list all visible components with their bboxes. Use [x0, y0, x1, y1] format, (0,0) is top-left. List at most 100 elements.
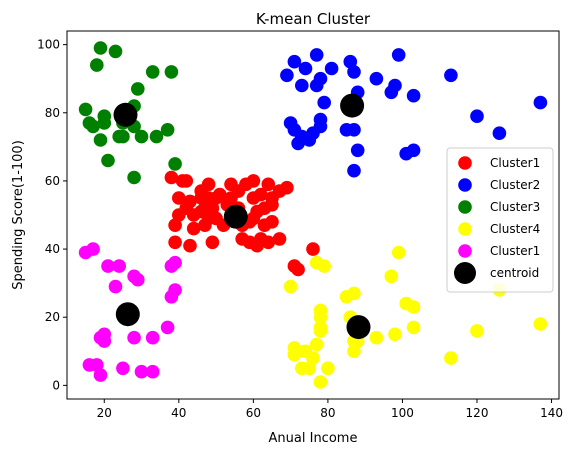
data-point-series-3: [306, 351, 320, 365]
data-point-series-1: [350, 143, 365, 158]
data-point-series-2: [108, 44, 123, 59]
x-axis-label: Anual Income: [269, 431, 358, 446]
data-point-series-3: [406, 300, 421, 314]
legend-entry: Cluster1: [490, 244, 540, 258]
data-point-series-2: [160, 123, 175, 137]
centroid-point: [346, 315, 371, 340]
data-point-series-2: [97, 109, 112, 123]
plot-frame: [66, 30, 560, 400]
legend-entry: Cluster3: [490, 200, 540, 214]
data-point-series-1: [287, 54, 302, 69]
data-point-series-4: [101, 259, 115, 273]
legend-marker: [458, 200, 472, 214]
data-point-series-1: [470, 109, 484, 123]
data-point-series-1: [317, 95, 332, 110]
data-point-series-1: [369, 71, 384, 86]
data-point-series-4: [108, 279, 123, 294]
data-point-series-1: [533, 95, 548, 110]
data-point-series-2: [131, 82, 145, 96]
y-tick-label: 60: [45, 174, 60, 188]
data-point-series-2: [93, 41, 108, 55]
data-point-series-0: [179, 174, 194, 188]
data-point-series-4: [97, 334, 112, 348]
legend-box: [446, 147, 554, 293]
data-point-series-4: [168, 255, 182, 270]
chart-title: K-mean Cluster: [256, 10, 371, 28]
data-point-series-0: [183, 238, 197, 253]
data-point-series-0: [201, 177, 216, 192]
data-point-series-1: [391, 48, 406, 62]
data-point-series-4: [93, 368, 108, 382]
data-point-series-0: [306, 242, 320, 256]
data-point-series-4: [145, 330, 160, 345]
x-tick-label: 60: [246, 406, 261, 420]
legend-marker: [454, 262, 476, 284]
y-tick-label: 20: [45, 310, 60, 324]
x-tick-label: 140: [540, 406, 563, 420]
x-tick-label: 20: [97, 406, 112, 420]
data-point-series-2: [168, 157, 182, 171]
data-point-series-1: [298, 61, 313, 76]
data-point-series-3: [283, 279, 298, 294]
data-point-series-3: [391, 245, 406, 260]
data-point-series-0: [253, 187, 268, 202]
legend-marker: [458, 244, 472, 258]
data-point-series-0: [261, 235, 276, 250]
legend-entry: Cluster4: [490, 222, 540, 236]
data-point-series-2: [101, 153, 115, 168]
x-tick-label: 100: [391, 406, 414, 420]
data-point-series-0: [205, 235, 220, 250]
data-point-series-3: [347, 286, 361, 301]
data-point-series-1: [347, 123, 361, 137]
y-tick-label: 80: [45, 106, 60, 120]
x-tick-label: 120: [466, 406, 489, 420]
data-point-series-1: [347, 163, 361, 178]
data-point-series-1: [280, 68, 294, 83]
data-point-series-1: [343, 54, 358, 69]
data-point-series-2: [90, 58, 104, 72]
data-point-series-1: [444, 68, 458, 83]
data-point-series-0: [205, 201, 220, 215]
data-point-series-3: [321, 361, 335, 376]
legend-entry: Cluster2: [490, 178, 540, 192]
legend-marker: [458, 222, 472, 236]
data-point-series-3: [388, 327, 402, 342]
data-point-series-4: [90, 358, 104, 372]
data-point-series-0: [246, 174, 261, 188]
data-point-series-2: [93, 133, 108, 147]
data-point-series-3: [444, 351, 458, 365]
data-point-series-0: [172, 191, 186, 205]
data-point-series-2: [149, 129, 164, 144]
data-point-series-2: [78, 102, 93, 117]
data-point-series-4: [127, 330, 141, 345]
legend-entry: centroid: [490, 266, 539, 280]
legend-marker: [458, 178, 472, 192]
data-point-series-1: [295, 78, 309, 93]
points-layer: [78, 41, 548, 389]
data-point-series-0: [164, 170, 179, 185]
legend-entry: Cluster1: [490, 156, 540, 170]
data-point-series-3: [470, 324, 484, 338]
data-point-series-4: [116, 361, 130, 376]
data-point-series-0: [168, 235, 182, 250]
data-point-series-4: [134, 364, 149, 379]
data-point-series-3: [384, 269, 399, 284]
data-point-series-1: [406, 143, 421, 158]
data-point-series-1: [324, 61, 339, 76]
data-point-series-2: [127, 170, 141, 185]
y-tick-label: 40: [45, 242, 60, 256]
data-point-series-1: [406, 88, 421, 103]
data-point-series-3: [369, 330, 384, 345]
data-point-series-1: [313, 71, 328, 86]
data-point-series-1: [309, 48, 324, 62]
data-point-series-4: [112, 259, 126, 273]
data-point-series-2: [145, 65, 160, 79]
data-point-series-4: [160, 320, 175, 335]
data-point-series-4: [145, 364, 160, 379]
centroid-point: [223, 204, 248, 229]
x-axis-ticks: 20 40 60 80 100 120 140: [97, 399, 563, 420]
data-point-series-2: [116, 129, 130, 144]
data-point-series-0: [186, 221, 201, 236]
data-point-series-0: [168, 218, 182, 232]
centroid-point: [115, 302, 140, 327]
